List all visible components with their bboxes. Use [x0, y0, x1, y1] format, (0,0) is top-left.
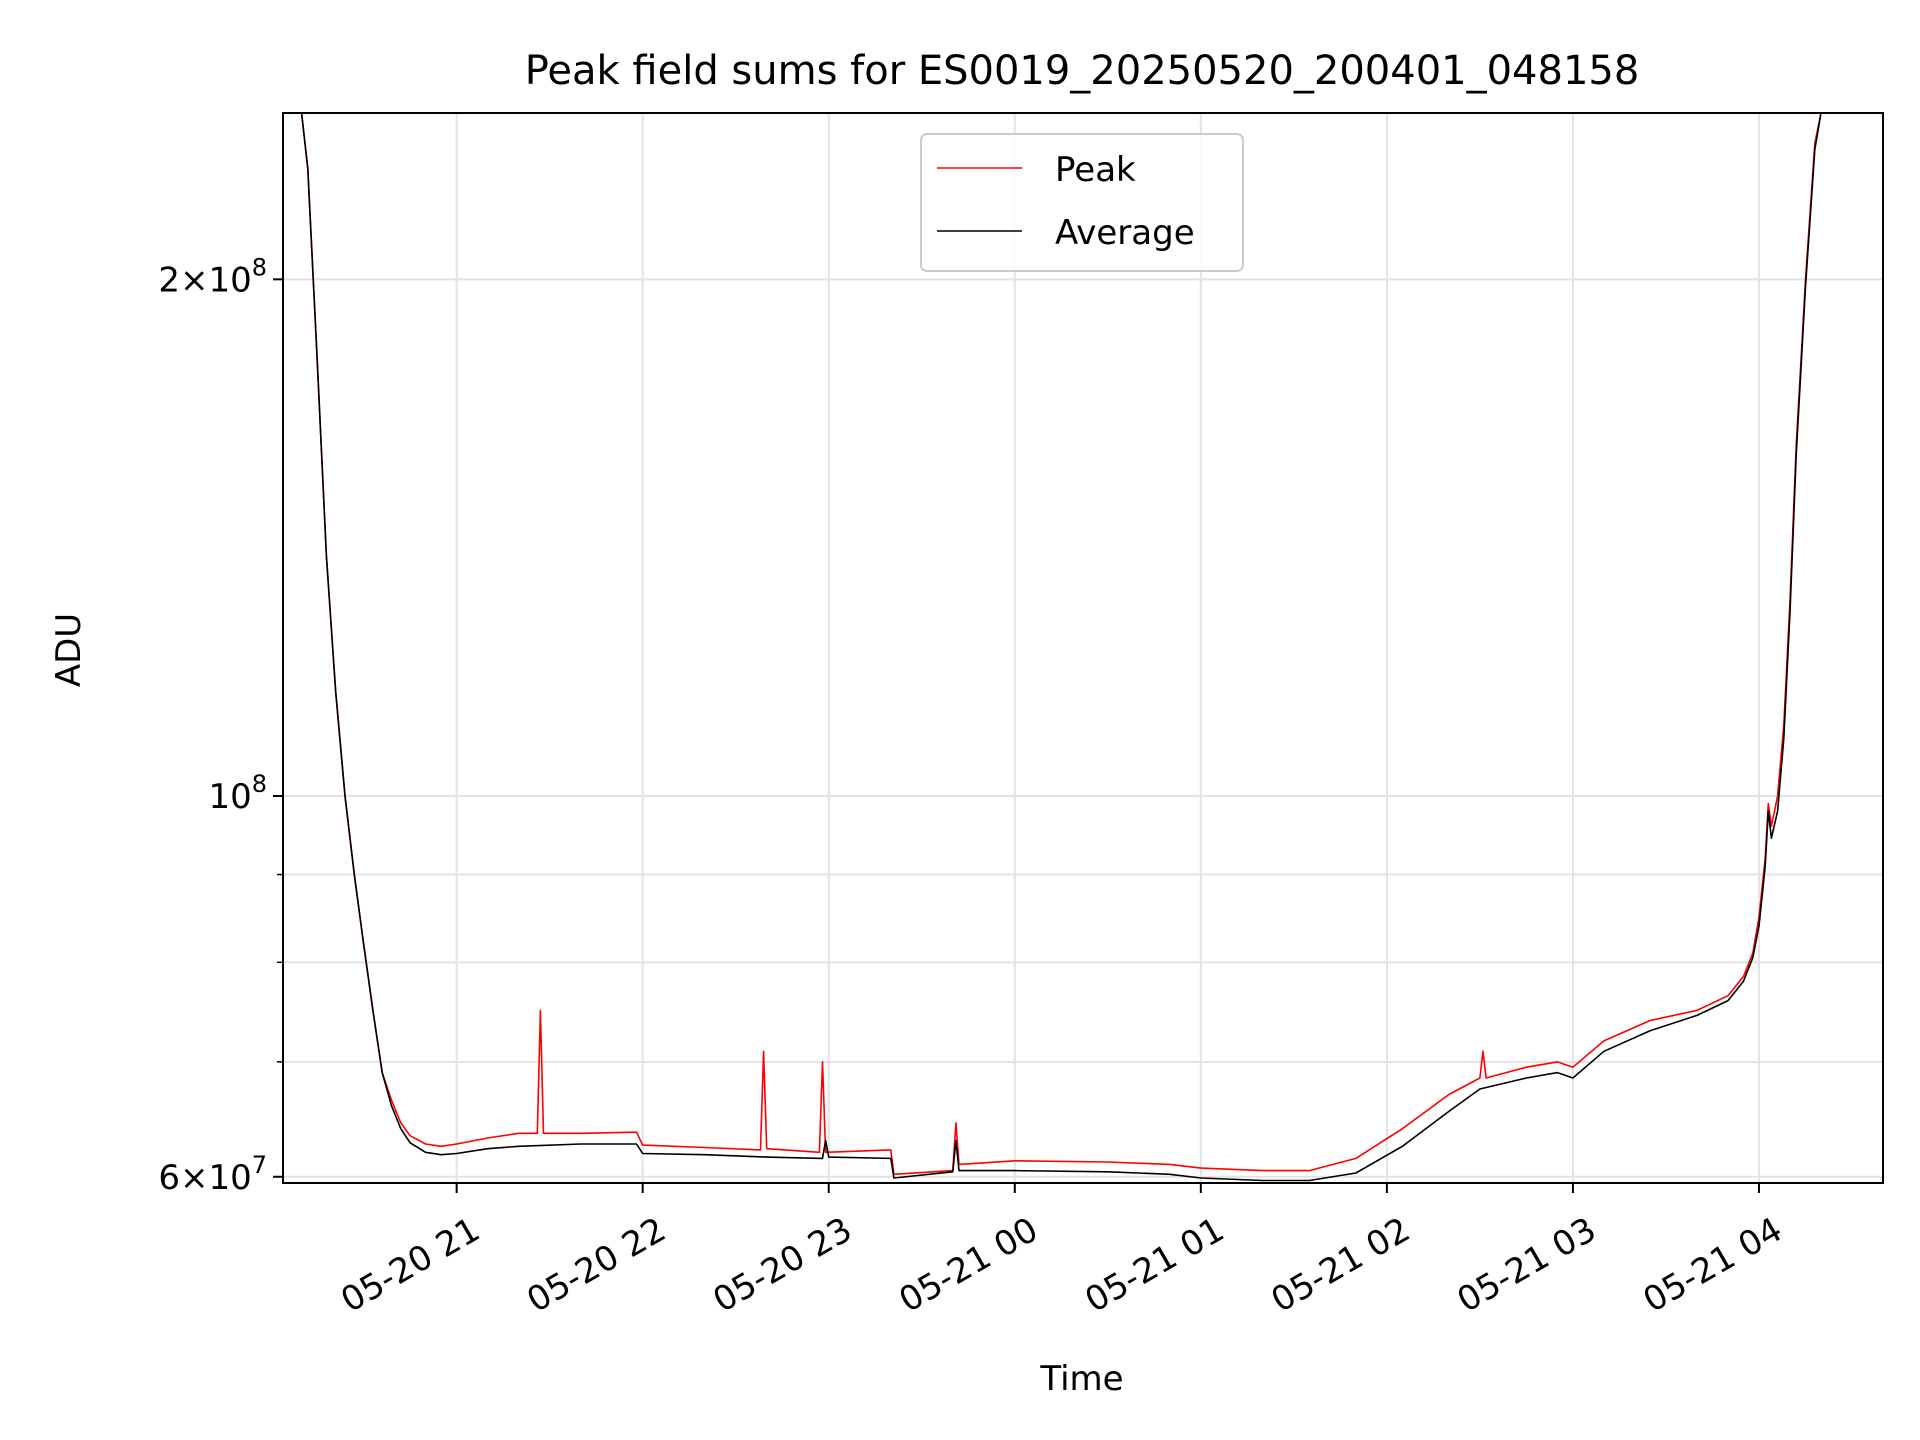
- y-tick-ten: 10: [208, 1158, 251, 1198]
- y-tick-exponent: 8: [252, 253, 267, 281]
- plot-series: [300, 113, 1822, 1182]
- y-tick-base: 6: [158, 1158, 180, 1198]
- x-axis-label: Time: [1039, 1359, 1123, 1399]
- chart-title: Peak field sums for ES0019_20250520_2004…: [525, 48, 1640, 94]
- y-tick-base: 2: [158, 260, 180, 300]
- legend-label-average: Average: [1055, 213, 1195, 253]
- series-line-average: [300, 113, 1822, 1182]
- y-tick-ten: 10: [208, 777, 251, 817]
- y-tick-label: 2×108: [158, 253, 267, 300]
- y-tick-exponent: 8: [252, 770, 267, 798]
- y-tick-ten: 10: [208, 260, 251, 300]
- y-tick-times: ×: [180, 260, 209, 300]
- legend-label-peak: Peak: [1055, 150, 1136, 190]
- series-line-peak: [300, 113, 1822, 1176]
- y-axis-label: ADU: [49, 613, 89, 687]
- legend: Peak Average: [920, 133, 1244, 272]
- grid: [283, 113, 1883, 1183]
- y-tick-label: 108: [208, 770, 267, 817]
- series-group: [300, 113, 1822, 1182]
- y-tick-times: ×: [180, 1158, 209, 1198]
- y-tick-exponent: 7: [252, 1151, 267, 1179]
- y-tick-label: 6×107: [158, 1151, 267, 1198]
- plot-frame: [282, 112, 1884, 1184]
